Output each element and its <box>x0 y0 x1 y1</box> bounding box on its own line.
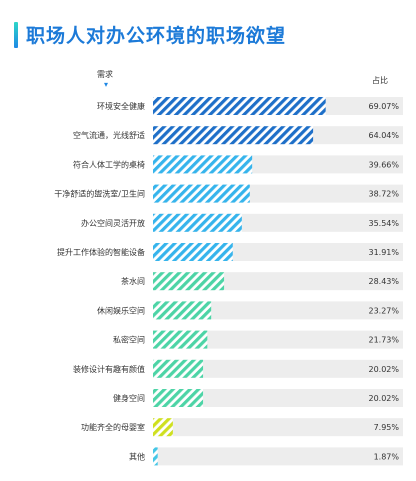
value-label: 20.02% <box>368 394 399 403</box>
bar <box>153 155 253 174</box>
bar-track <box>153 418 403 437</box>
value-label: 35.54% <box>368 219 399 228</box>
bar-track <box>153 389 403 407</box>
column-header-share: 占比 <box>372 76 388 85</box>
category-label: 办公空间灵活开放 <box>81 218 145 228</box>
value-label: 39.66% <box>368 160 399 169</box>
bar <box>153 359 204 378</box>
value-label: 69.07% <box>368 102 399 111</box>
category-label: 干净舒适的盥洗室/卫生间 <box>54 189 145 199</box>
value-label: 20.02% <box>368 365 399 374</box>
category-label: 环境安全健康 <box>97 101 145 111</box>
bar-track <box>153 359 403 378</box>
category-label: 茶水间 <box>121 276 145 286</box>
value-label: 31.91% <box>368 248 399 257</box>
category-label: 健身空间 <box>113 393 145 403</box>
category-label: 私密空间 <box>113 335 145 345</box>
category-label: 空气流通，光线舒适 <box>73 130 145 140</box>
category-label: 装修设计有趣有颜值 <box>73 364 145 374</box>
value-label: 7.95% <box>374 423 400 432</box>
category-label: 休闲娱乐空间 <box>97 305 145 315</box>
down-arrow-icon: ▾ <box>104 80 109 89</box>
bar-track <box>153 447 403 466</box>
category-label: 功能齐全的母婴室 <box>81 422 145 432</box>
value-label: 28.43% <box>368 277 399 286</box>
category-label: 其他 <box>129 451 145 461</box>
value-label: 21.73% <box>368 336 399 345</box>
bar <box>153 418 173 437</box>
category-label: 符合人体工学的桌椅 <box>73 159 145 169</box>
title-accent-bar <box>14 22 18 48</box>
value-label: 1.87% <box>374 452 400 461</box>
chart-title: 职场人对办公环境的职场欲望 <box>26 25 287 47</box>
column-header-need: 需求 <box>97 70 113 79</box>
category-label: 提升工作体验的智能设备 <box>57 247 145 257</box>
bar-track <box>153 330 403 349</box>
bar <box>153 301 212 320</box>
value-label: 64.04% <box>368 131 399 140</box>
bar <box>153 213 242 232</box>
bar <box>153 243 233 261</box>
value-label: 38.72% <box>368 190 399 199</box>
bar <box>153 126 314 145</box>
bar <box>153 184 250 203</box>
bar <box>153 272 225 291</box>
bar-track <box>153 301 403 320</box>
bar <box>153 389 204 407</box>
bar <box>153 330 208 349</box>
value-label: 23.27% <box>368 306 399 315</box>
bar <box>153 97 326 115</box>
bar <box>153 447 158 466</box>
